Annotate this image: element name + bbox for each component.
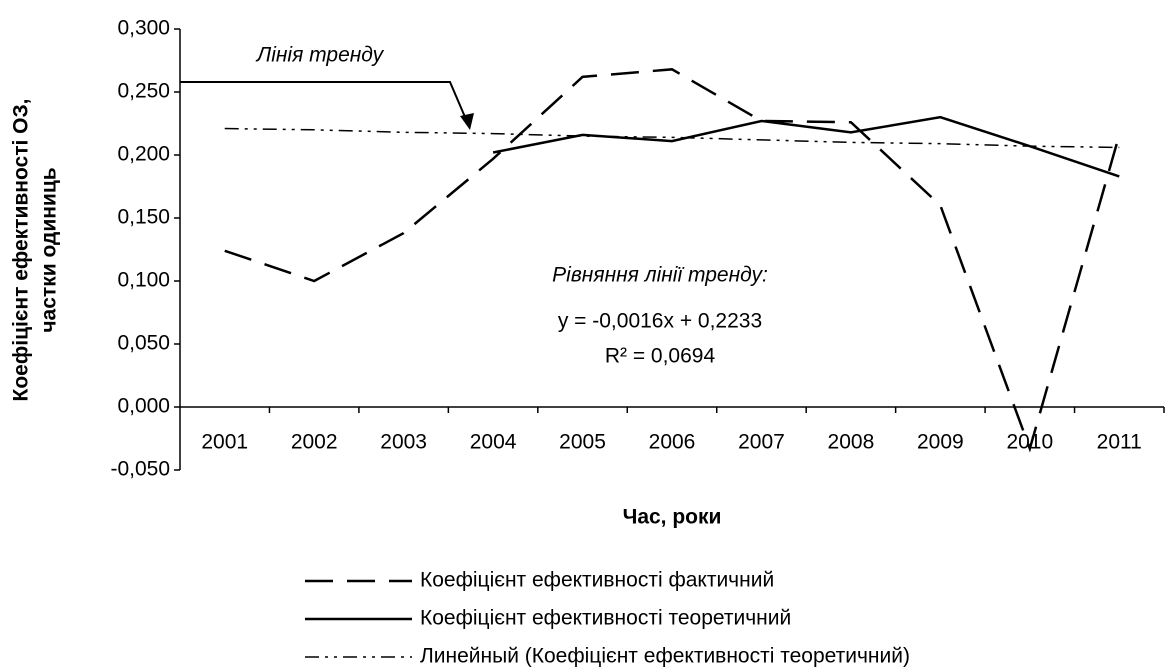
x-tick-label: 2006 bbox=[649, 431, 696, 454]
x-tick-label: 2005 bbox=[559, 431, 606, 454]
series-line bbox=[224, 68, 1121, 453]
series-line bbox=[492, 115, 1120, 178]
legend-label: Линейный (Коефіцієнт ефективності теорет… bbox=[420, 645, 910, 668]
annotation: y = -0,0016x + 0,2233 bbox=[558, 310, 762, 333]
x-tick-label: 2004 bbox=[470, 431, 517, 454]
annotation: R² = 0,0694 bbox=[605, 345, 716, 368]
y-tick-label: -0,050 bbox=[110, 458, 170, 481]
y-tick-label: 0,200 bbox=[117, 143, 170, 166]
y-tick-label: 0,000 bbox=[117, 395, 170, 418]
x-axis-title: Час, роки bbox=[623, 506, 722, 529]
y-tick-label: 0,300 bbox=[117, 17, 170, 40]
annotation: Лінія тренду bbox=[255, 44, 385, 67]
legend-label: Коефіцієнт ефективності теоретичний bbox=[420, 607, 791, 630]
annotation: Рівняння лінії тренду: bbox=[552, 264, 768, 287]
x-tick-label: 2007 bbox=[738, 431, 785, 454]
legend-label: Коефіцієнт ефективності фактичний bbox=[420, 569, 774, 592]
y-tick-label: 0,050 bbox=[117, 332, 170, 355]
x-tick-label: 2009 bbox=[917, 431, 964, 454]
y-axis-title-line: частки одиниць bbox=[38, 167, 61, 332]
x-tick-label: 2002 bbox=[291, 431, 338, 454]
arrow-head bbox=[460, 113, 474, 130]
y-tick-label: 0,100 bbox=[117, 269, 170, 292]
y-axis-title-line: Коефіцієнт ефективності ОЗ, bbox=[10, 99, 33, 402]
x-tick-label: 2003 bbox=[380, 431, 427, 454]
series-line bbox=[224, 127, 1120, 149]
y-tick-label: 0,250 bbox=[117, 80, 170, 103]
y-axis-title: Коефіцієнт ефективності ОЗ, частки одини… bbox=[10, 99, 61, 402]
x-tick-label: 2011 bbox=[1097, 431, 1142, 454]
x-tick-label: 2008 bbox=[828, 431, 875, 454]
x-tick-label: 2001 bbox=[201, 431, 248, 454]
y-tick-label: 0,150 bbox=[117, 206, 170, 229]
x-tick-label: 2010 bbox=[1006, 431, 1053, 454]
annotation-arrow bbox=[180, 81, 469, 125]
